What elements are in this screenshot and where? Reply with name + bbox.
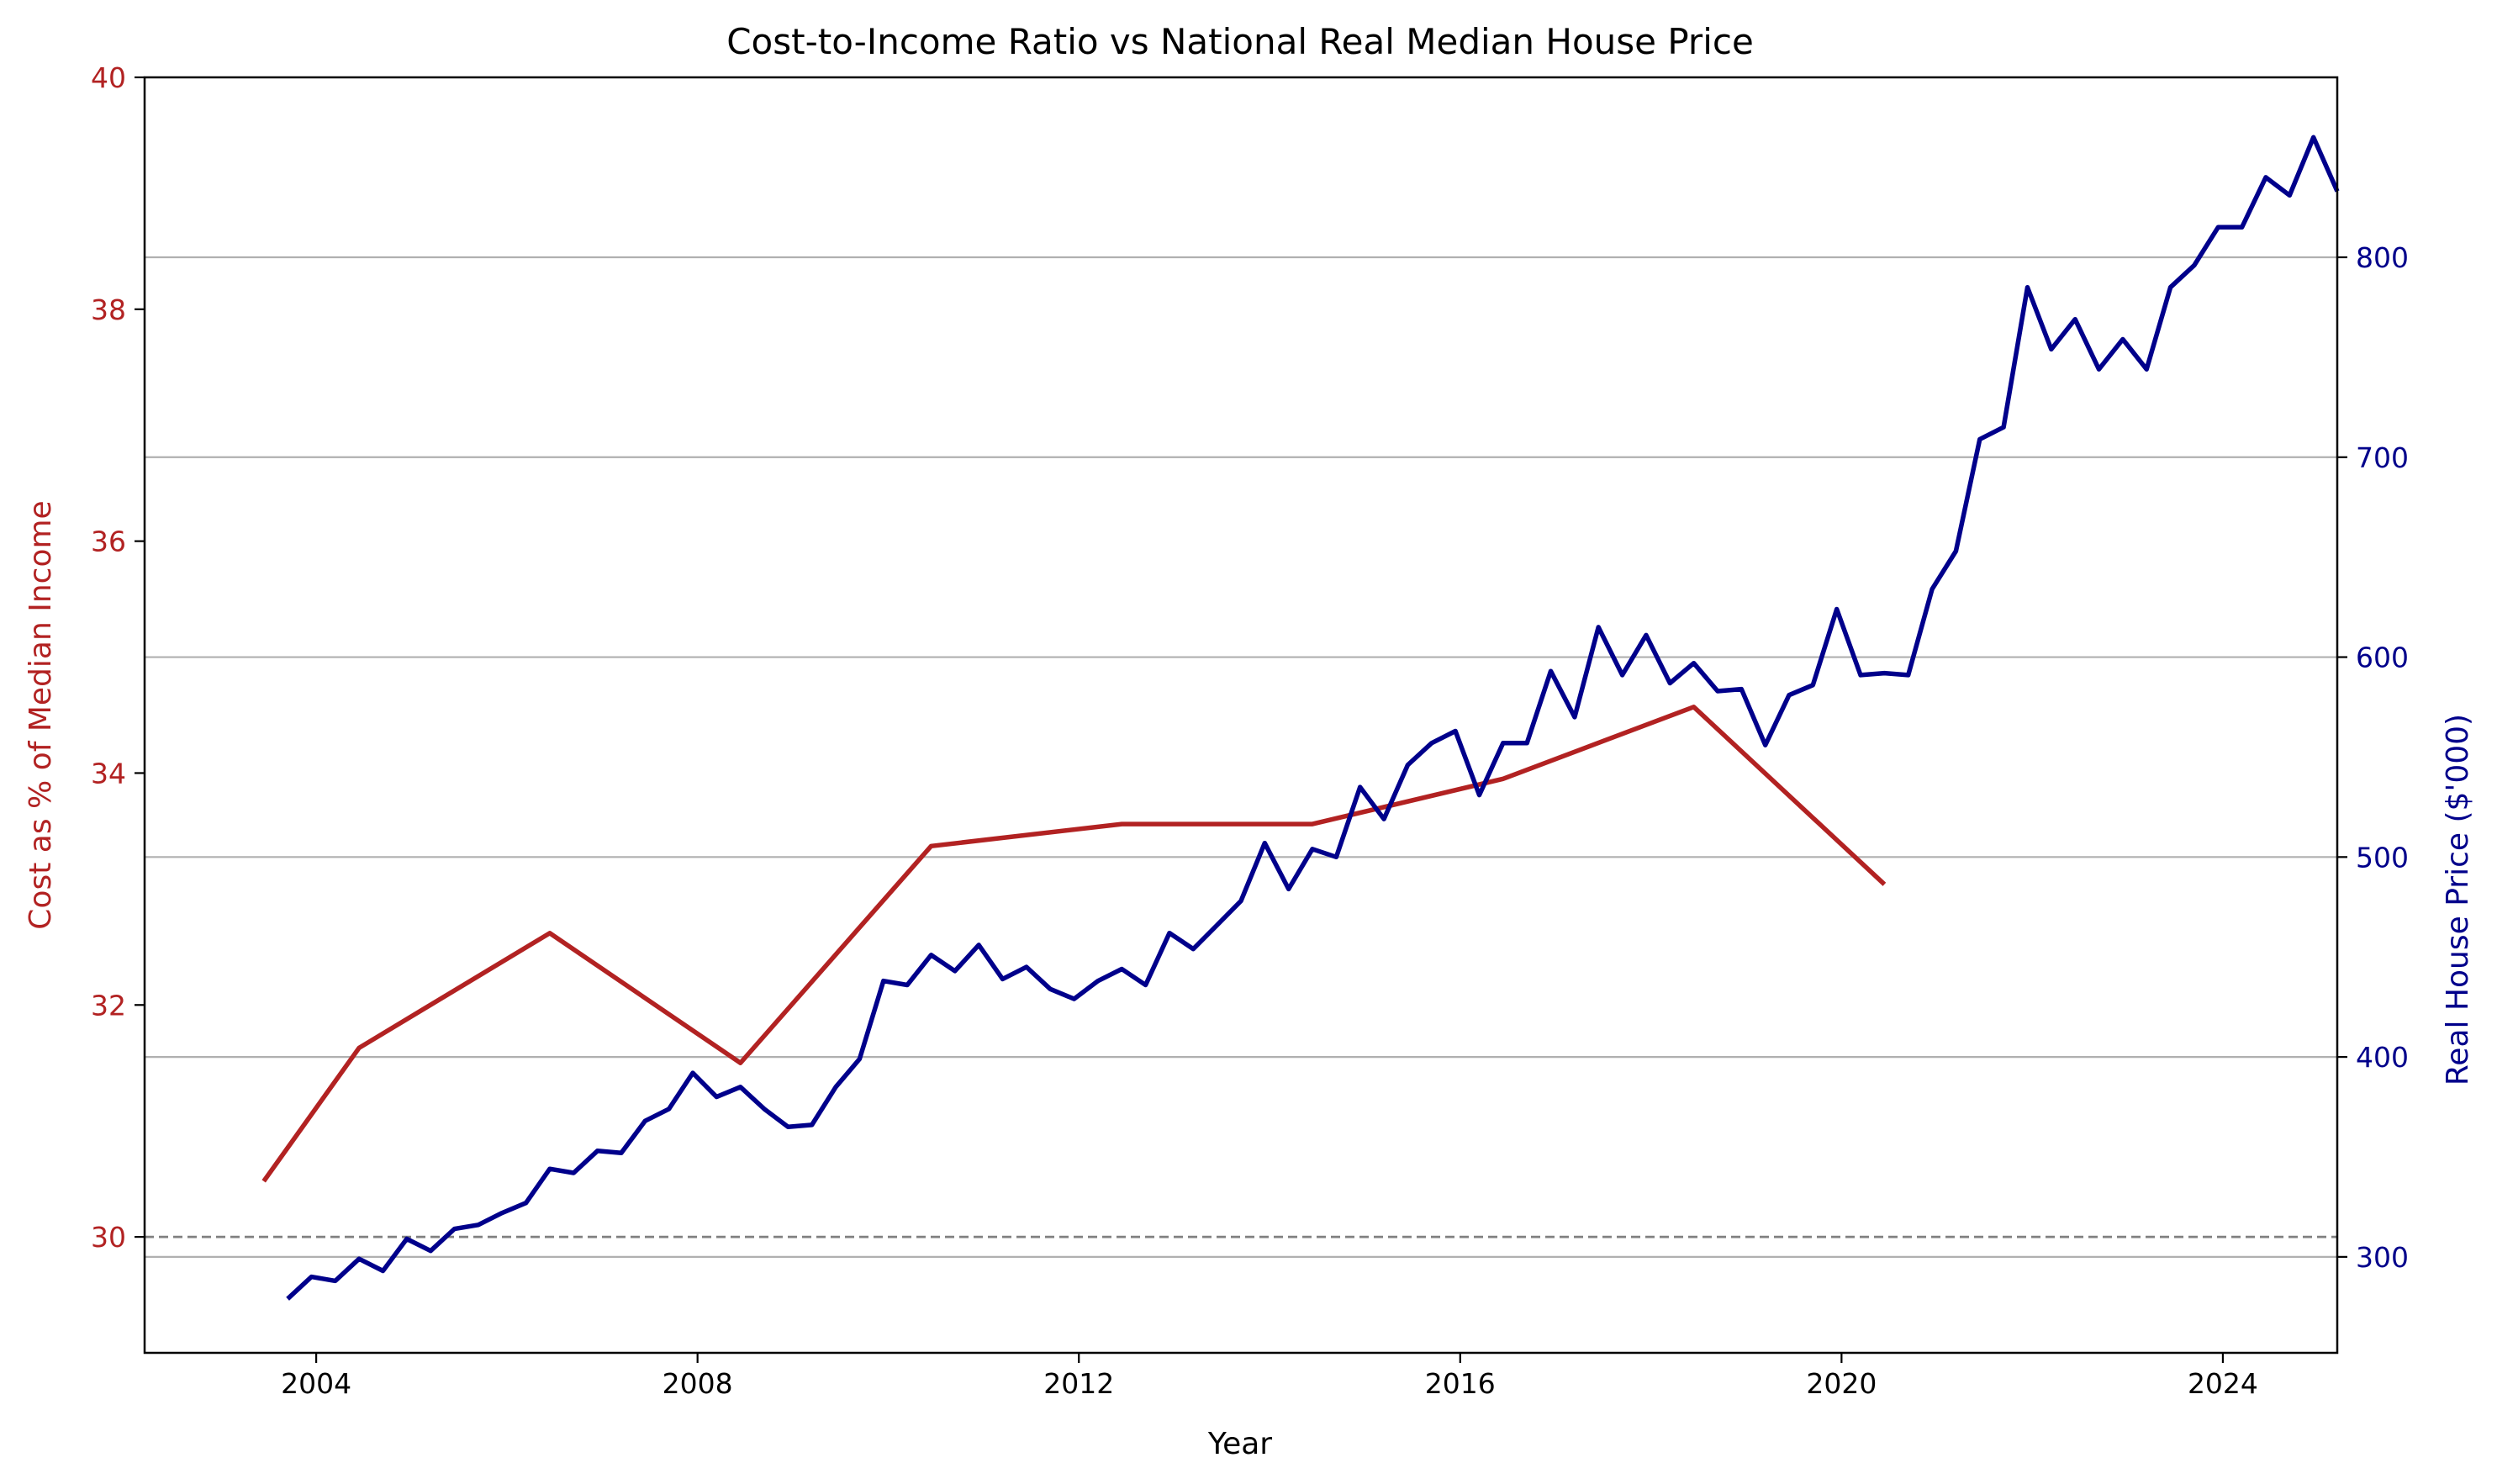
y-right-axis-label: Real House Price ($'000) [2441,714,2475,1085]
x-tick-label: 2016 [1425,1367,1496,1400]
y-left-tick-label: 34 [91,757,126,790]
x-tick-label: 2004 [281,1367,351,1400]
y-right-tick-label: 300 [2356,1241,2409,1274]
y-right-tick-label: 800 [2356,241,2409,274]
y-left-tick-label: 36 [91,525,126,558]
x-axis-ticks: 2004 2008 2012 2016 2020 2024 [281,1353,2258,1400]
series-group [261,135,2340,1301]
y-left-tick-label: 30 [91,1221,126,1254]
cost-to-income-line [261,705,1887,1183]
y-left-tick-label: 40 [91,61,126,94]
plot-area-frame [143,76,2339,1355]
y-left-axis-ticks: 30 32 34 36 38 40 [91,61,145,1254]
grid-lines [145,256,2337,1258]
x-tick-label: 2020 [1806,1367,1877,1400]
y-right-tick-label: 400 [2356,1041,2409,1074]
y-right-tick-label: 600 [2356,642,2409,674]
y-left-tick-label: 32 [91,989,126,1022]
chart-title: Cost-to-Income Ratio vs National Real Me… [726,21,1754,62]
x-tick-label: 2008 [663,1367,733,1400]
y-left-tick-label: 38 [91,293,126,326]
y-right-axis-ticks: 300 400 500 600 700 800 [2337,241,2409,1274]
x-tick-label: 2024 [2188,1367,2258,1400]
x-tick-label: 2012 [1043,1367,1114,1400]
y-right-tick-label: 500 [2356,841,2409,874]
y-right-tick-label: 700 [2356,441,2409,474]
y-left-axis-label: Cost as % of Median Income [24,500,58,929]
house-price-line [286,135,2340,1301]
x-axis-label: Year [1207,1427,1272,1461]
